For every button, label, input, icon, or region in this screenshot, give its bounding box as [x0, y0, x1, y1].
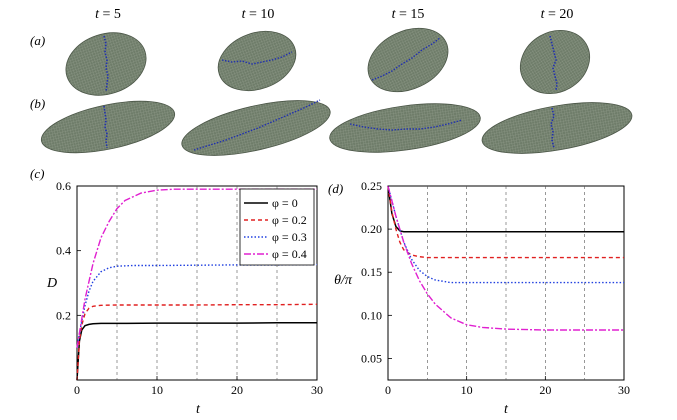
- chart-c: 0 10 20 30 0.2 0.4 0.6 D t φ = 0 φ = 0.2 φ = 0.3…: [46, 179, 323, 417]
- legend-label: φ = 0: [272, 196, 298, 210]
- x-tick-label: 0: [385, 383, 391, 397]
- cell-a-t10: [217, 30, 297, 92]
- time-header-3: t = 15: [392, 7, 425, 22]
- legend: φ = 0 φ = 0.2 φ = 0.3 φ = 0.4: [239, 188, 315, 266]
- marker-line: [371, 37, 441, 81]
- y-tick-label: 0.4: [56, 244, 71, 258]
- series-line-2: [76, 263, 318, 348]
- y-axis-label: θ/π: [334, 273, 353, 288]
- time-header-1: t = 5: [95, 7, 121, 22]
- x-tick-label: 20: [231, 383, 243, 397]
- panel-label-d: (d): [328, 181, 343, 196]
- series-line-3: [76, 188, 317, 348]
- x-tick-label: 30: [618, 383, 630, 397]
- marker-line: [193, 99, 321, 151]
- cell-a-t20: [520, 29, 590, 95]
- cell-b-t15: [329, 103, 481, 153]
- cell-b-t10: [181, 99, 331, 156]
- y-tick-label: 0.10: [361, 308, 382, 322]
- legend-label: φ = 0.2: [272, 213, 307, 227]
- y-tick-label: 0.15: [361, 265, 382, 279]
- cell-b-t5: [40, 100, 176, 154]
- legend-label: φ = 0.3: [272, 230, 307, 244]
- marker-line: [103, 35, 109, 93]
- marker-line: [550, 107, 555, 149]
- series-line-1: [76, 303, 318, 381]
- x-axis-label: t: [196, 402, 201, 417]
- marker-line: [103, 105, 108, 149]
- panel-label-b: (b): [30, 96, 45, 111]
- series-line-0: [387, 185, 624, 233]
- y-tick-label: 0.6: [56, 179, 71, 193]
- panel-label-c: (c): [30, 166, 44, 181]
- cell-a-t5: [65, 32, 147, 96]
- x-axis-label: t: [504, 402, 509, 417]
- marker-line: [349, 119, 463, 131]
- x-tick-label: 10: [461, 383, 473, 397]
- y-axis-label: D: [46, 276, 57, 291]
- x-tick-label: 0: [74, 383, 80, 397]
- cell-row-a: [65, 27, 590, 96]
- marker-line: [549, 35, 558, 91]
- legend-box: [239, 188, 315, 266]
- cell-row-b: [40, 99, 633, 156]
- y-tick-label: 0.2: [56, 308, 71, 322]
- chart-d: 0 10 20 30 0.05 0.10 0.15 0.20 0.25 θ/π t: [334, 179, 630, 417]
- x-tick-label: 30: [311, 383, 323, 397]
- time-header-2: t = 10: [242, 7, 275, 22]
- y-tick-label: 0.05: [361, 351, 382, 365]
- y-tick-label: 0.25: [361, 179, 382, 193]
- x-tick-label: 20: [539, 383, 551, 397]
- cell-b-t20: [481, 102, 633, 154]
- time-header-4: t = 20: [541, 7, 574, 22]
- series-line-0: [76, 322, 317, 381]
- panel-label-a: (a): [30, 33, 45, 48]
- series-line-1: [387, 185, 624, 259]
- legend-label: φ = 0.4: [272, 247, 307, 261]
- series-line-3: [387, 185, 624, 331]
- cell-a-t15: [367, 27, 449, 93]
- y-tick-label: 0.20: [361, 222, 382, 236]
- x-tick-label: 10: [151, 383, 163, 397]
